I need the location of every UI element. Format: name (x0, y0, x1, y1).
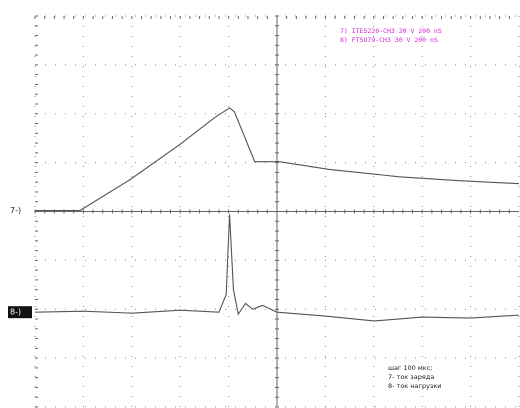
trace (35, 107, 520, 212)
marker-box (8, 306, 32, 319)
note: 8- ток нагрузки (388, 382, 442, 390)
channel-marker: 7-) (10, 206, 21, 215)
trace (34, 214, 520, 322)
legend-entry: 8) FT5U79-CH3 30 V 200 nS (340, 36, 438, 44)
note: шаг 100 мкс; (388, 364, 432, 372)
legend-entry: 7) ITES220-CH3 20 V 200 nS (340, 27, 442, 35)
channel-marker: 8-) (10, 308, 21, 317)
note: 7- ток заряда (388, 373, 434, 381)
